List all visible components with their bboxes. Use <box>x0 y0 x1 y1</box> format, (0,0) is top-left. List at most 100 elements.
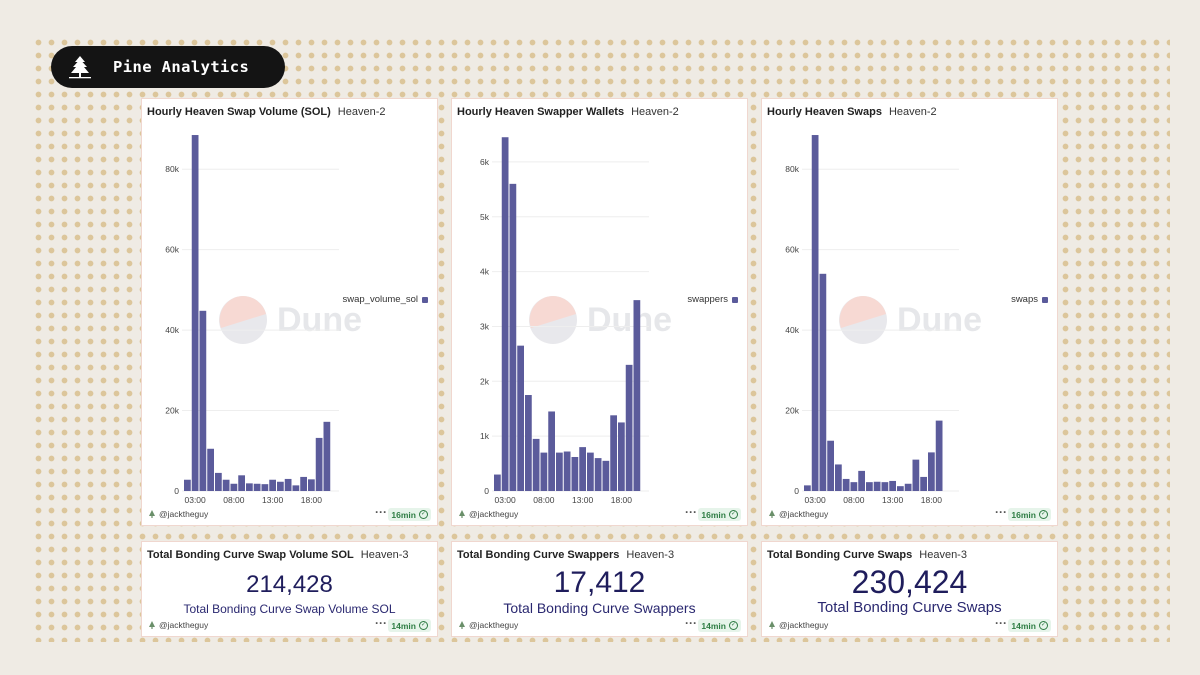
bar[interactable] <box>633 300 641 491</box>
bar[interactable] <box>292 485 300 491</box>
legend-swatch <box>732 296 738 303</box>
bar[interactable] <box>277 481 284 491</box>
bar[interactable] <box>540 452 548 491</box>
x-tick-label: 03:00 <box>184 495 206 505</box>
bar[interactable] <box>494 474 501 491</box>
bar[interactable] <box>594 458 602 491</box>
bar[interactable] <box>579 447 586 491</box>
bar[interactable] <box>873 481 881 491</box>
bar[interactable] <box>230 483 238 491</box>
chart-legend: swappers <box>687 294 738 305</box>
author[interactable]: @jacktheguy <box>768 620 828 630</box>
more-options-button[interactable]: ··· <box>995 505 1007 519</box>
panel-footer: @jacktheguy ··· 16min ✓ <box>452 505 747 525</box>
bar[interactable] <box>501 137 509 491</box>
more-options-button[interactable]: ··· <box>375 505 387 519</box>
author[interactable]: @jacktheguy <box>458 509 518 519</box>
bar[interactable] <box>269 479 276 491</box>
dune-logo-icon <box>839 296 887 344</box>
bar[interactable] <box>804 485 811 491</box>
refresh-age-badge: 14min ✓ <box>388 619 431 632</box>
refresh-age-badge: 16min ✓ <box>388 508 431 521</box>
check-icon: ✓ <box>419 510 428 519</box>
bar[interactable] <box>625 364 633 491</box>
bar[interactable] <box>827 440 834 491</box>
x-tick-label: 03:00 <box>494 495 516 505</box>
bar[interactable] <box>563 451 571 491</box>
refresh-age-badge: 16min ✓ <box>698 508 741 521</box>
y-tick-label: 5k <box>480 212 490 222</box>
author[interactable]: @jacktheguy <box>148 620 208 630</box>
bar[interactable] <box>525 395 532 491</box>
panel-title: Total Bonding Curve Swap Volume SOL Heave… <box>147 549 409 561</box>
bar[interactable] <box>587 452 594 491</box>
counter-label: Total Bonding Curve Swap Volume SOL <box>183 602 396 616</box>
bar[interactable] <box>284 478 292 491</box>
more-options-button[interactable]: ··· <box>685 616 697 630</box>
bar[interactable] <box>928 452 935 491</box>
bar[interactable] <box>308 479 315 491</box>
bar[interactable] <box>897 486 904 491</box>
bar[interactable] <box>858 470 865 491</box>
y-tick-label: 0 <box>174 486 179 496</box>
bar[interactable] <box>889 480 896 491</box>
x-tick-label: 08:00 <box>843 495 865 505</box>
x-tick-label: 18:00 <box>611 495 633 505</box>
panel-title: Total Bonding Curve Swappers Heaven-3 <box>457 549 675 561</box>
bar[interactable] <box>548 411 555 491</box>
counter-panel: Total Bonding Curve Swappers Heaven-3 17,… <box>451 541 748 637</box>
x-tick-label: 03:00 <box>804 495 826 505</box>
bar[interactable] <box>904 483 912 491</box>
bar[interactable] <box>207 448 214 491</box>
bar[interactable] <box>912 459 920 491</box>
y-tick-label: 80k <box>165 164 179 174</box>
bar[interactable] <box>517 345 524 491</box>
bar[interactable] <box>610 415 617 491</box>
author[interactable]: @jacktheguy <box>768 509 828 519</box>
bar[interactable] <box>215 472 222 491</box>
bar[interactable] <box>199 310 207 491</box>
author[interactable]: @jacktheguy <box>458 620 518 630</box>
bar[interactable] <box>532 438 540 491</box>
bar[interactable] <box>261 484 269 491</box>
x-tick-label: 18:00 <box>301 495 323 505</box>
bar[interactable] <box>866 482 873 491</box>
author[interactable]: @jacktheguy <box>148 509 208 519</box>
y-tick-label: 20k <box>165 406 179 416</box>
y-tick-label: 6k <box>480 157 490 167</box>
bar[interactable] <box>222 479 230 491</box>
bar[interactable] <box>920 476 927 491</box>
bar[interactable] <box>819 273 827 491</box>
more-options-button[interactable]: ··· <box>995 616 1007 630</box>
more-options-button[interactable]: ··· <box>685 505 697 519</box>
dune-watermark: Dune <box>839 296 982 344</box>
bar[interactable] <box>811 135 819 491</box>
bar[interactable] <box>835 464 842 491</box>
bar[interactable] <box>842 478 850 491</box>
bar[interactable] <box>509 183 517 491</box>
user-tree-icon <box>149 510 155 518</box>
bar[interactable] <box>556 452 563 491</box>
bar[interactable] <box>850 482 858 491</box>
bar[interactable] <box>246 483 253 491</box>
bar[interactable] <box>881 482 889 491</box>
more-options-button[interactable]: ··· <box>375 616 387 630</box>
bar[interactable] <box>253 483 261 491</box>
check-icon: ✓ <box>1039 510 1048 519</box>
bar[interactable] <box>602 460 610 491</box>
bar[interactable] <box>323 421 331 491</box>
bar[interactable] <box>238 475 245 491</box>
dune-logo-icon <box>529 296 577 344</box>
bar[interactable] <box>315 437 323 491</box>
bar[interactable] <box>618 422 625 491</box>
bar[interactable] <box>191 135 199 491</box>
bar[interactable] <box>300 476 307 491</box>
bar[interactable] <box>184 479 191 491</box>
bar[interactable] <box>935 420 943 491</box>
bar[interactable] <box>571 456 579 491</box>
panel-footer: @jacktheguy ··· 16min ✓ <box>142 505 437 525</box>
panel-footer: @jacktheguy ··· 14min ✓ <box>142 616 437 636</box>
pine-tree-icon <box>69 56 91 79</box>
x-tick-label: 08:00 <box>533 495 555 505</box>
brand-name: Pine Analytics <box>113 58 250 76</box>
